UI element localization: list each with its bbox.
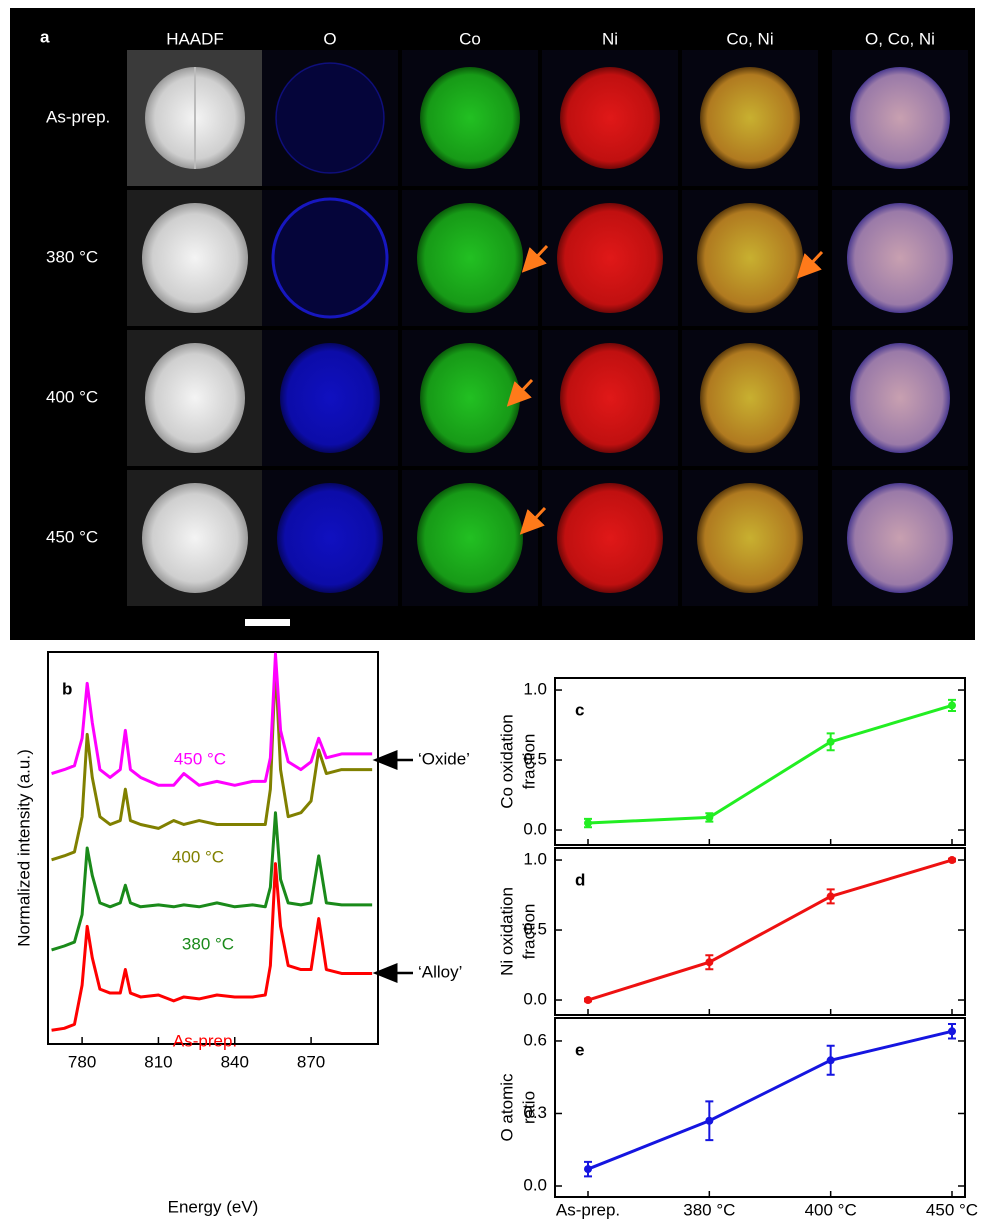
particle [560, 343, 660, 453]
data-point [705, 1117, 713, 1125]
particle [280, 343, 380, 453]
panel-letter: b [62, 679, 72, 698]
y-axis-label: Co oxidation [497, 714, 516, 809]
scale-bar [245, 619, 290, 626]
data-point [584, 1165, 592, 1173]
particle [700, 343, 800, 453]
column-heading: HAADF [166, 29, 224, 48]
x-tick-label: 400 °C [805, 1200, 857, 1219]
x-tick-label: 780 [68, 1052, 96, 1071]
particle [420, 343, 520, 453]
x-tick-label: 840 [221, 1052, 249, 1071]
particle [142, 483, 248, 593]
row-label: 380 °C [46, 247, 98, 266]
y-axis-label: O atomic [497, 1073, 516, 1142]
oxygen-shell [276, 63, 384, 173]
data-point [948, 701, 956, 709]
data-point [827, 1056, 835, 1064]
panel-letter: e [575, 1040, 584, 1059]
particle [847, 203, 953, 313]
data-point [705, 813, 713, 821]
particle [697, 203, 803, 313]
column-heading: O [323, 29, 336, 48]
particle [417, 483, 523, 593]
series-label: 380 °C [182, 934, 234, 953]
y-axis-label: Normalized intensity (a.u.) [14, 749, 33, 946]
annotation: ‘Alloy’ [418, 962, 462, 981]
y-tick-label: 0.0 [523, 820, 547, 839]
data-point [584, 996, 592, 1004]
particle [417, 203, 523, 313]
y-axis-label: fraction [519, 734, 538, 790]
plot-frame [555, 1018, 965, 1197]
row-label: 450 °C [46, 527, 98, 546]
particle [560, 67, 660, 169]
particle [850, 343, 950, 453]
series-label: 450 °C [174, 749, 226, 768]
column-heading: Co [459, 29, 481, 48]
panel-letter: c [575, 700, 584, 719]
particle [557, 203, 663, 313]
panel-letter: d [575, 870, 585, 889]
series-label: 400 °C [172, 847, 224, 866]
plot-frame [555, 678, 965, 845]
x-tick-label: 450 °C [926, 1200, 978, 1219]
x-tick-label: 870 [297, 1052, 325, 1071]
particle [142, 203, 248, 313]
data-point [827, 892, 835, 900]
y-tick-label: 0.0 [523, 990, 547, 1009]
oxygen-shell [273, 199, 387, 317]
particle [700, 67, 800, 169]
y-tick-label: 1.0 [523, 680, 547, 699]
series-label: As-prep. [173, 1031, 237, 1050]
data-point [948, 856, 956, 864]
data-point [948, 1027, 956, 1035]
x-axis-label: Energy (eV) [168, 1197, 259, 1216]
spectrum-line [52, 813, 373, 950]
y-axis-label: Ni oxidation [497, 887, 516, 976]
data-point [827, 738, 835, 746]
particle [420, 67, 520, 169]
data-point [584, 819, 592, 827]
figure: a HAADF O Co Ni Co, Ni O, Co, Ni As-prep. 380 °… [0, 0, 985, 1221]
row-label: As-prep. [46, 107, 110, 126]
y-tick-label: 0.0 [523, 1175, 547, 1194]
y-tick-label: 0.6 [523, 1030, 547, 1049]
y-tick-label: 1.0 [523, 850, 547, 869]
particle [277, 483, 383, 593]
column-heading: Co, Ni [726, 29, 773, 48]
y-axis-label: fraction [519, 904, 538, 960]
column-heading: O, Co, Ni [865, 29, 935, 48]
particle [850, 67, 950, 169]
annotation: ‘Oxide’ [418, 749, 470, 768]
particle [697, 483, 803, 593]
page: {"panel_a": {"label": "a", "columns": ["… [0, 0, 985, 1221]
particle [557, 483, 663, 593]
particle [145, 343, 245, 453]
particle [847, 483, 953, 593]
x-tick-label: As-prep. [556, 1200, 620, 1219]
data-point [705, 958, 713, 966]
trend-line [588, 705, 952, 823]
panel-letter: a [40, 27, 50, 46]
y-axis-label: ratio [519, 1091, 538, 1124]
column-heading: Ni [602, 29, 618, 48]
trend-line [588, 860, 952, 1000]
x-tick-label: 380 °C [683, 1200, 735, 1219]
x-tick-label: 810 [144, 1052, 172, 1071]
trend-line [588, 1031, 952, 1169]
row-label: 400 °C [46, 387, 98, 406]
